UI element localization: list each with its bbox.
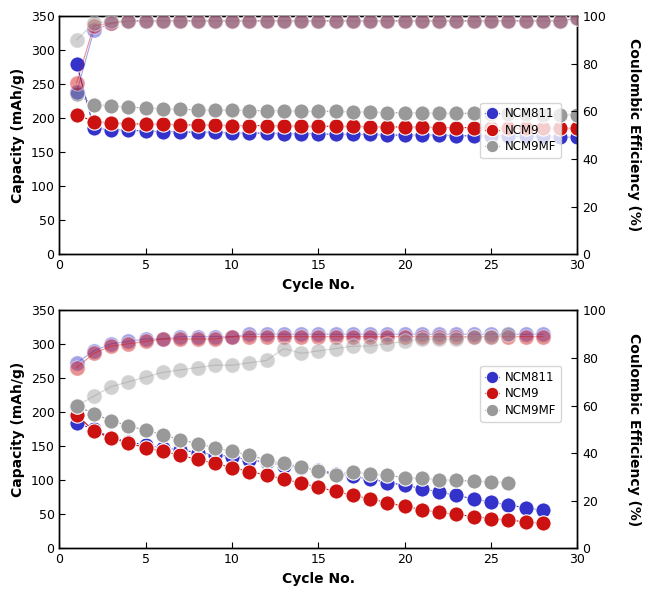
Y-axis label: Capacity (mAh/g): Capacity (mAh/g): [11, 67, 25, 203]
Y-axis label: Coulombic Efficiency (%): Coulombic Efficiency (%): [627, 333, 641, 526]
Y-axis label: Coulombic Efficiency (%): Coulombic Efficiency (%): [627, 38, 641, 232]
Y-axis label: Capacity (mAh/g): Capacity (mAh/g): [11, 362, 25, 497]
X-axis label: Cycle No.: Cycle No.: [282, 278, 355, 291]
Legend: NCM811, NCM9, NCM9MF: NCM811, NCM9, NCM9MF: [480, 366, 561, 421]
X-axis label: Cycle No.: Cycle No.: [282, 572, 355, 586]
Legend: NCM811, NCM9, NCM9MF: NCM811, NCM9, NCM9MF: [480, 103, 561, 158]
